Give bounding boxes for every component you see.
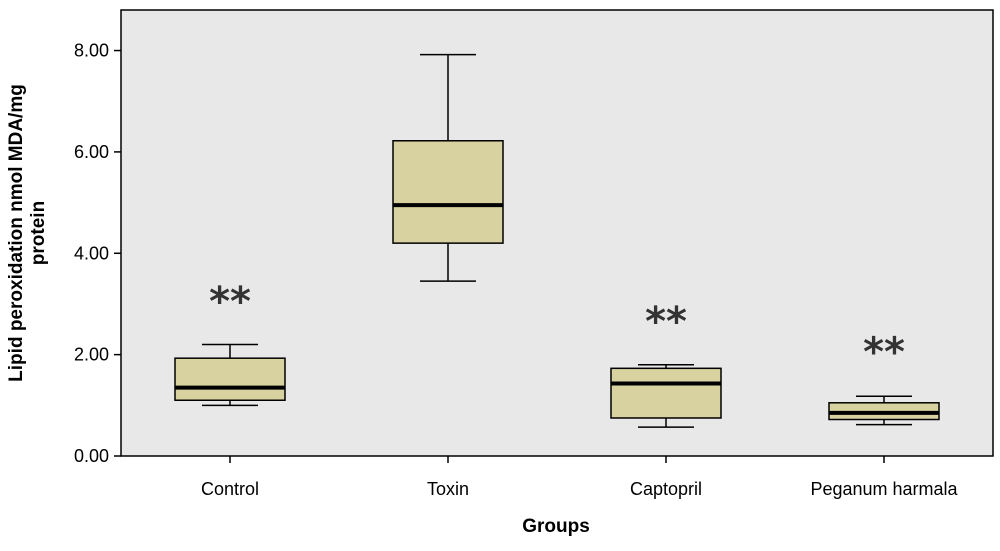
- iqr-box: [392, 140, 504, 244]
- iqr-box: [610, 367, 722, 419]
- x-tick-label: Toxin: [427, 479, 469, 499]
- x-tick-label: Captopril: [630, 479, 702, 499]
- x-tick-label: Peganum harmala: [810, 479, 958, 499]
- y-axis: 0.00 2.00 4.00 6.00 8.00: [74, 41, 121, 466]
- y-tick-label: 4.00: [74, 243, 109, 263]
- y-tick-label: 0.00: [74, 446, 109, 466]
- y-tick-label: 8.00: [74, 41, 109, 61]
- x-axis-title: Groups: [522, 516, 590, 537]
- significance-annotation: **: [863, 330, 905, 376]
- box-toxin: [392, 53, 504, 282]
- y-tick-label: 6.00: [74, 142, 109, 162]
- significance-annotation: **: [209, 279, 251, 325]
- significance-annotation: **: [645, 299, 687, 345]
- iqr-box: [174, 357, 286, 401]
- box-captopril: **: [610, 299, 722, 428]
- boxes: ** ** **: [174, 53, 940, 428]
- box-control: **: [174, 279, 286, 407]
- box-peganum-harmala: **: [828, 330, 940, 426]
- y-axis-title: Lipid peroxidation nmol MDA/mg: [6, 84, 27, 382]
- x-axis: Control Toxin Captopril Peganum harmala: [201, 456, 959, 499]
- y-tick-label: 2.00: [74, 345, 109, 365]
- y-axis-title-line2: protein: [28, 201, 49, 265]
- x-tick-label: Control: [201, 479, 259, 499]
